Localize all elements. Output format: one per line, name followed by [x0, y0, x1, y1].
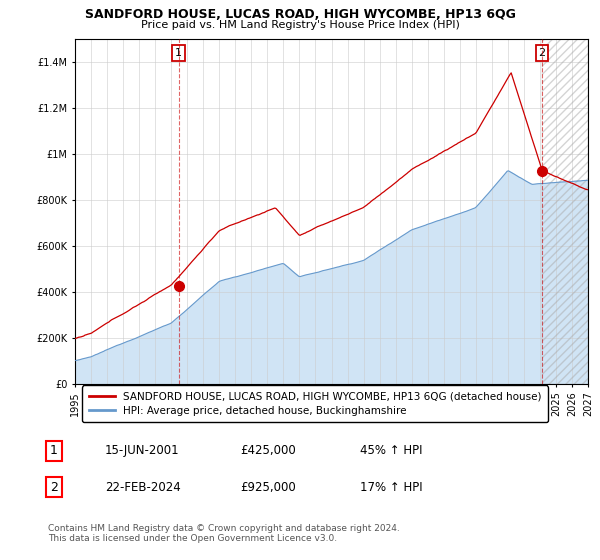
Text: 2: 2 — [50, 480, 58, 494]
Legend: SANDFORD HOUSE, LUCAS ROAD, HIGH WYCOMBE, HP13 6QG (detached house), HPI: Averag: SANDFORD HOUSE, LUCAS ROAD, HIGH WYCOMBE… — [82, 385, 548, 422]
Text: 15-JUN-2001: 15-JUN-2001 — [105, 444, 179, 458]
Text: Price paid vs. HM Land Registry's House Price Index (HPI): Price paid vs. HM Land Registry's House … — [140, 20, 460, 30]
Text: 1: 1 — [175, 48, 182, 58]
Text: 45% ↑ HPI: 45% ↑ HPI — [360, 444, 422, 458]
Text: £425,000: £425,000 — [240, 444, 296, 458]
Text: Contains HM Land Registry data © Crown copyright and database right 2024.
This d: Contains HM Land Registry data © Crown c… — [48, 524, 400, 543]
Text: 17% ↑ HPI: 17% ↑ HPI — [360, 480, 422, 494]
Text: SANDFORD HOUSE, LUCAS ROAD, HIGH WYCOMBE, HP13 6QG: SANDFORD HOUSE, LUCAS ROAD, HIGH WYCOMBE… — [85, 8, 515, 21]
Text: 22-FEB-2024: 22-FEB-2024 — [105, 480, 181, 494]
Text: 2: 2 — [538, 48, 545, 58]
Text: 1: 1 — [50, 444, 58, 458]
Text: £925,000: £925,000 — [240, 480, 296, 494]
